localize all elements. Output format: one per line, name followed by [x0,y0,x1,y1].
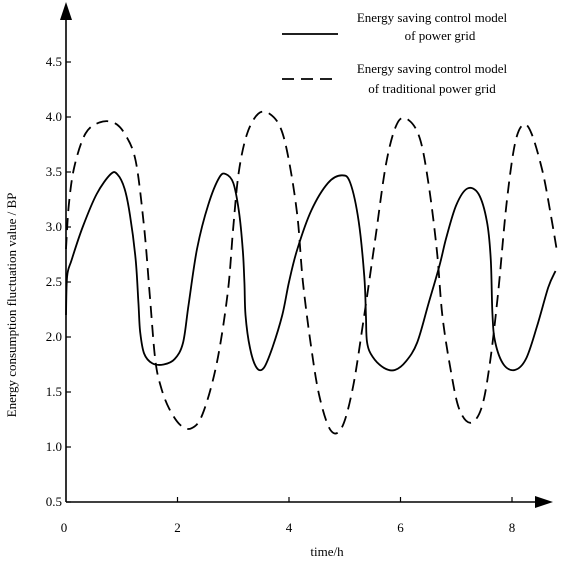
series-traditional-grid-line [65,110,558,435]
y-tick-label: 1.5 [46,384,62,399]
y-axis-arrow [60,2,72,20]
x-tick-label: 8 [509,520,516,535]
y-tick-label: 2.5 [46,274,62,289]
y-tick-label: 4.5 [46,54,62,69]
x-tick-label: 4 [286,520,293,535]
legend-entry-2-line-1: Energy saving control model [357,61,508,76]
y-tick-label: 1.0 [46,439,62,454]
x-axis-label: time/h [310,544,344,559]
x-tick-label: 6 [397,520,404,535]
y-tick-label: 3.0 [46,219,62,234]
series-layer [65,110,558,435]
y-tick-label: 4.0 [46,109,62,124]
x-axis-arrow [535,496,553,508]
x-tick-label: 2 [174,520,181,535]
y-tick-label: 3.5 [46,164,62,179]
legend-entry-1-line-2: of power grid [405,28,476,43]
y-axis-label: Energy consumption fluctuation value / B… [4,193,19,418]
legend: Energy saving control model of power grid… [282,10,508,96]
x-tick-label: 0 [61,520,68,535]
legend-entry-2-line-2: of traditional power grid [368,81,496,96]
legend-entry-1-line-1: Energy saving control model [357,10,508,25]
axes: 0.5 1.0 1.5 2.0 2.5 3.0 3.5 4.0 4.5 0 2 4 6 8 [46,2,553,535]
series-power-grid-line [65,171,557,372]
y-tick-label: 0.5 [46,494,62,509]
y-tick-label: 2.0 [46,329,62,344]
